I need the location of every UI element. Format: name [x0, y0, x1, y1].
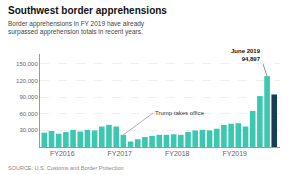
svg-text:FY2018: FY2018 — [165, 150, 190, 157]
svg-text:FY2017: FY2017 — [107, 150, 132, 157]
svg-text:June 201994,897: June 201994,897 — [231, 48, 261, 62]
svg-text:Southwest border apprehensions: Southwest border apprehensions — [8, 5, 167, 16]
svg-text:90,000: 90,000 — [19, 94, 38, 100]
svg-text:Trump takes office: Trump takes office — [155, 110, 205, 116]
svg-text:150,000: 150,000 — [16, 61, 38, 67]
svg-text:FY2016: FY2016 — [50, 150, 75, 157]
svg-text:FY2019: FY2019 — [222, 150, 247, 157]
svg-text:60,000: 60,000 — [19, 111, 38, 117]
svg-text:120,000: 120,000 — [16, 78, 38, 84]
svg-text:Border apprehensions in FY 201: Border apprehensions in FY 2019 have alr… — [8, 20, 145, 36]
svg-text:30,000: 30,000 — [19, 127, 38, 133]
svg-text:SOURCE: U.S. Customs and Borde: SOURCE: U.S. Customs and Border Protecti… — [8, 165, 124, 171]
